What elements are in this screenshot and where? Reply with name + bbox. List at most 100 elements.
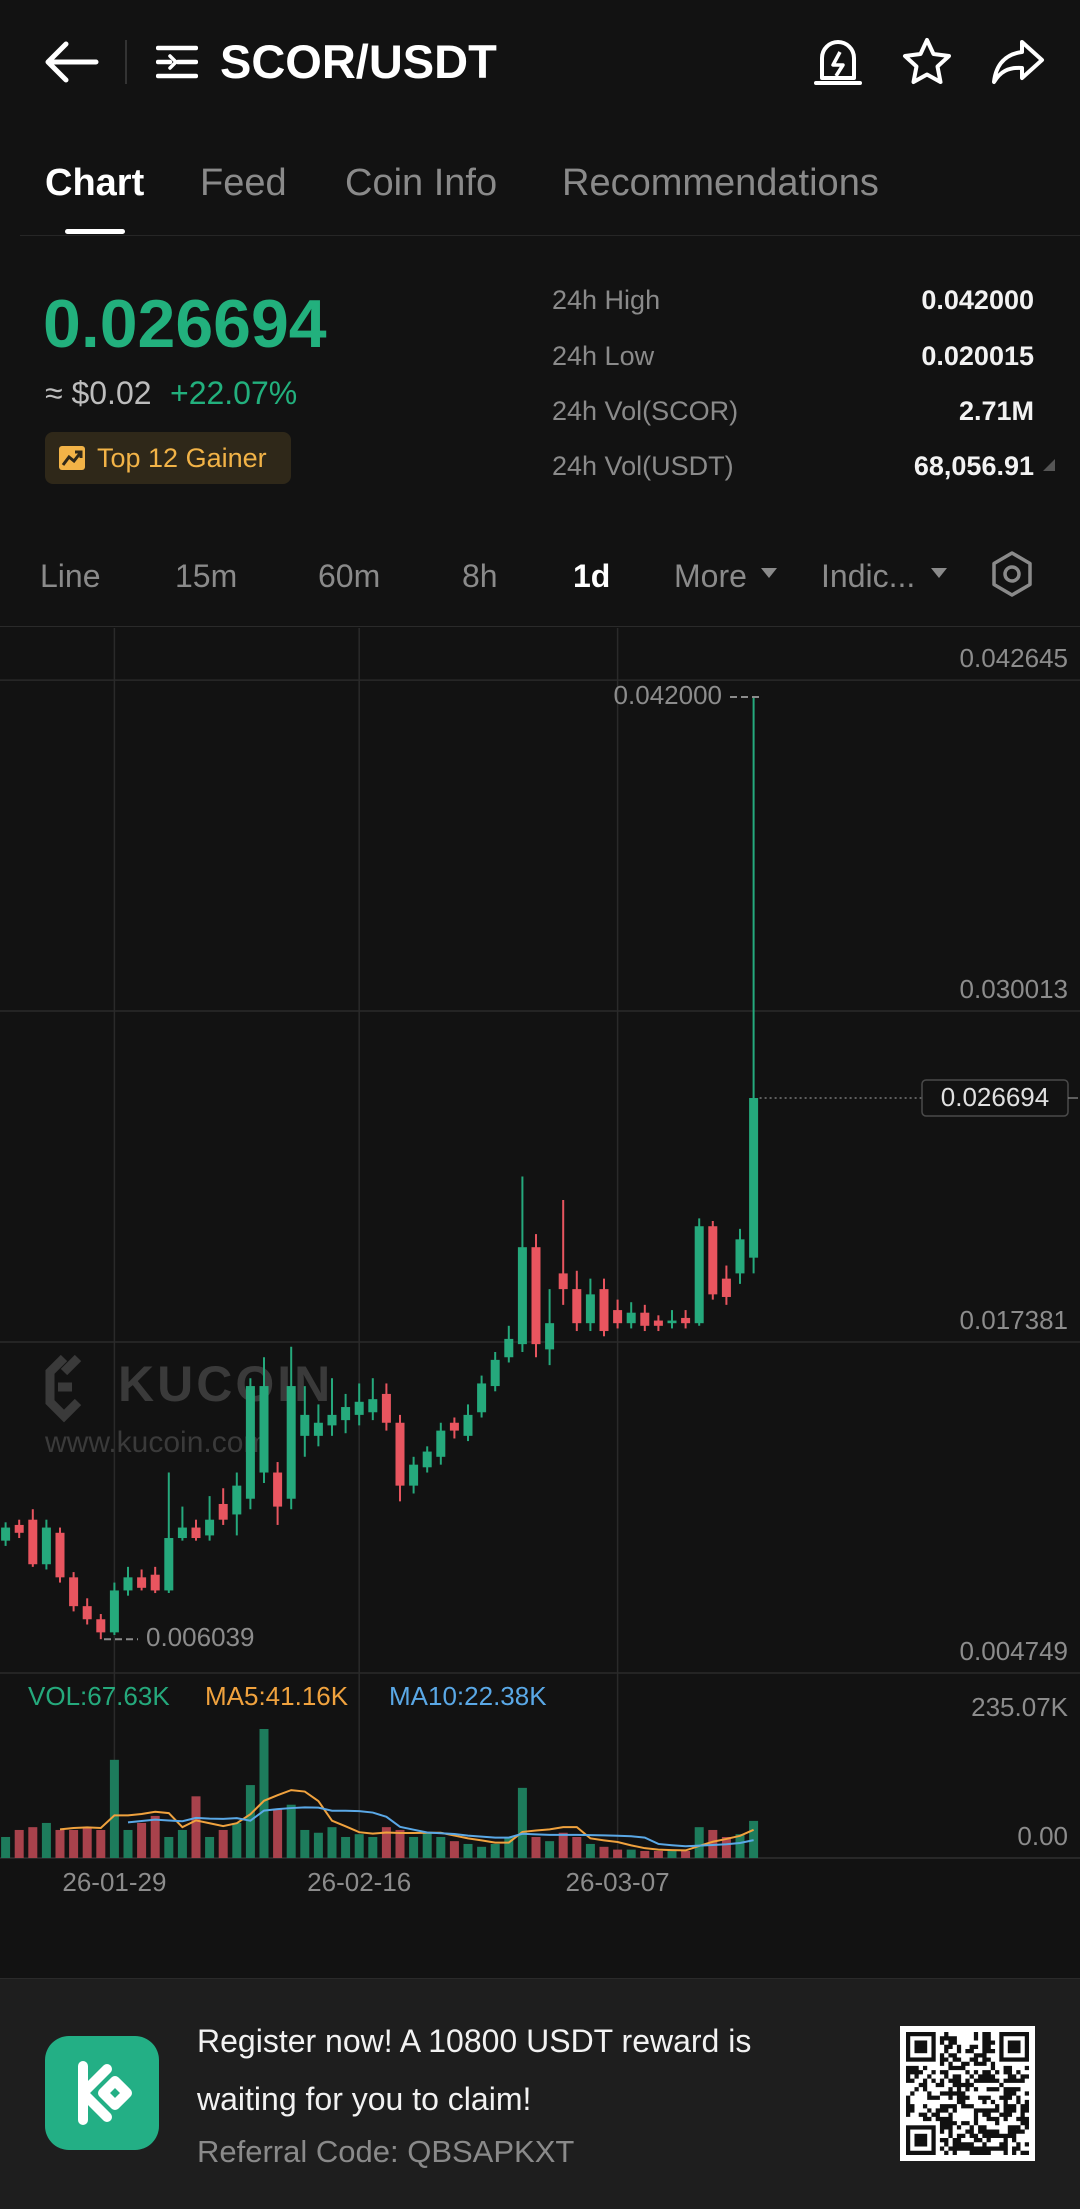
tab[interactable]: Recommendations <box>562 162 879 204</box>
candle-body <box>96 1619 106 1633</box>
volume-bar <box>749 1820 759 1858</box>
ma-line <box>127 1806 754 1848</box>
volume-bar <box>422 1832 432 1858</box>
candle-body <box>409 1464 419 1486</box>
volume-bar <box>409 1836 419 1858</box>
legend-entry: MA5:41.16K <box>205 1681 349 1711</box>
candle-body <box>164 1538 174 1591</box>
candle-body <box>313 1422 323 1436</box>
share-button[interactable] <box>990 36 1046 88</box>
volume-bar <box>490 1843 500 1858</box>
interval[interactable]: 8h <box>462 558 498 594</box>
last-price-label: 0.026694 <box>941 1082 1049 1112</box>
volume-bar <box>463 1843 473 1858</box>
volume-bar <box>449 1841 459 1858</box>
last-price: 0.026694 <box>43 286 327 362</box>
candle-body <box>55 1532 65 1578</box>
candle-body <box>14 1524 24 1533</box>
qr-part <box>906 2032 1029 2155</box>
volume-tick-label: 235.07K <box>971 1692 1069 1722</box>
settings-button[interactable] <box>988 550 1036 598</box>
volume-bar <box>381 1827 391 1858</box>
volume-bar <box>69 1829 79 1858</box>
banner-text: Register now! A 10800 USDT reward is <box>197 2023 752 2059</box>
interval[interactable]: 60m <box>318 558 381 594</box>
volume-bar <box>354 1834 364 1858</box>
candle-body <box>28 1519 38 1565</box>
candle-body <box>572 1289 582 1324</box>
candle-body <box>354 1401 364 1415</box>
volume-bar <box>191 1796 201 1858</box>
volume-bar <box>137 1822 147 1858</box>
alert-button[interactable] <box>812 36 864 88</box>
stat-label: 24h High <box>552 285 661 315</box>
interval[interactable]: 1d <box>573 558 611 594</box>
watermark-url: www.kucoin.com <box>44 1426 268 1459</box>
volume-bar <box>150 1815 160 1858</box>
price-change: +22.07% <box>170 375 298 411</box>
candle-body <box>109 1590 119 1633</box>
banner-text: waiting for you to claim! <box>197 2081 532 2117</box>
pair-title: SCOR/USDT <box>220 35 497 88</box>
more-menu[interactable]: More <box>674 558 747 594</box>
candle-body <box>721 1278 731 1297</box>
candle-body <box>477 1383 487 1413</box>
volume-bar <box>721 1836 731 1858</box>
volume-bar <box>436 1836 446 1858</box>
volume-bar <box>681 1850 691 1858</box>
badge-text: Top 12 Gainer <box>97 443 267 473</box>
pair-menu-button[interactable] <box>156 44 198 80</box>
volume-bar <box>177 1829 187 1858</box>
volume-bar <box>517 1787 527 1858</box>
low-marker-label: 0.006039 <box>146 1622 254 1652</box>
qr-part <box>905 2031 936 2062</box>
tab[interactable]: Coin Info <box>345 162 498 204</box>
candle-body <box>41 1527 51 1565</box>
candle-body <box>273 1472 283 1507</box>
tab[interactable]: Feed <box>200 162 287 204</box>
qr-code[interactable] <box>900 2026 1035 2161</box>
badge[interactable]: Top 12 Gainer <box>45 432 291 484</box>
candle-body <box>218 1503 228 1520</box>
candle-body <box>123 1577 133 1591</box>
tab[interactable]: Chart <box>45 162 145 204</box>
candle-body <box>191 1527 201 1539</box>
qr-part <box>914 2040 928 2054</box>
volume-bar <box>599 1846 609 1858</box>
qr-part <box>999 2031 1030 2062</box>
volume-bar <box>545 1841 555 1858</box>
candle-body <box>667 1320 677 1324</box>
x-tick-label: 26-01-29 <box>62 1867 166 1897</box>
volume-bar <box>395 1829 405 1858</box>
volume-bar <box>109 1759 119 1858</box>
candle-body <box>395 1422 405 1486</box>
interval[interactable]: Line <box>40 558 101 594</box>
referral-banner: Register now! A 10800 USDT reward is wai… <box>0 1978 1080 2209</box>
candle-body <box>368 1399 378 1413</box>
candle-body <box>137 1577 147 1588</box>
favorite-button[interactable] <box>900 36 954 88</box>
candle-body <box>694 1226 704 1324</box>
x-tick-label: 26-02-16 <box>307 1867 411 1897</box>
candle-body <box>449 1422 459 1431</box>
stat-label: 24h Vol(SCOR) <box>552 396 739 426</box>
volume-bar <box>572 1836 582 1858</box>
volume-bar <box>694 1827 704 1858</box>
candle-body <box>640 1312 650 1326</box>
candle-body <box>82 1606 92 1620</box>
expand-icon[interactable] <box>1042 458 1056 472</box>
interval[interactable]: 15m <box>175 558 238 594</box>
y-tick-label: 0.017381 <box>960 1305 1068 1335</box>
fiat-price: ≈ $0.02 <box>45 375 152 411</box>
indicator-menu[interactable]: Indic... <box>821 558 916 594</box>
candle-body <box>708 1226 718 1295</box>
back-button[interactable] <box>44 40 100 84</box>
stat-value: 0.042000 <box>921 285 1034 315</box>
candle-body <box>422 1451 432 1468</box>
volume-bar <box>653 1850 663 1858</box>
candle-body <box>735 1239 745 1274</box>
candle-body <box>232 1485 242 1515</box>
tab-indicator <box>65 229 125 234</box>
volume-tick-label: 0.00 <box>1017 1821 1068 1851</box>
